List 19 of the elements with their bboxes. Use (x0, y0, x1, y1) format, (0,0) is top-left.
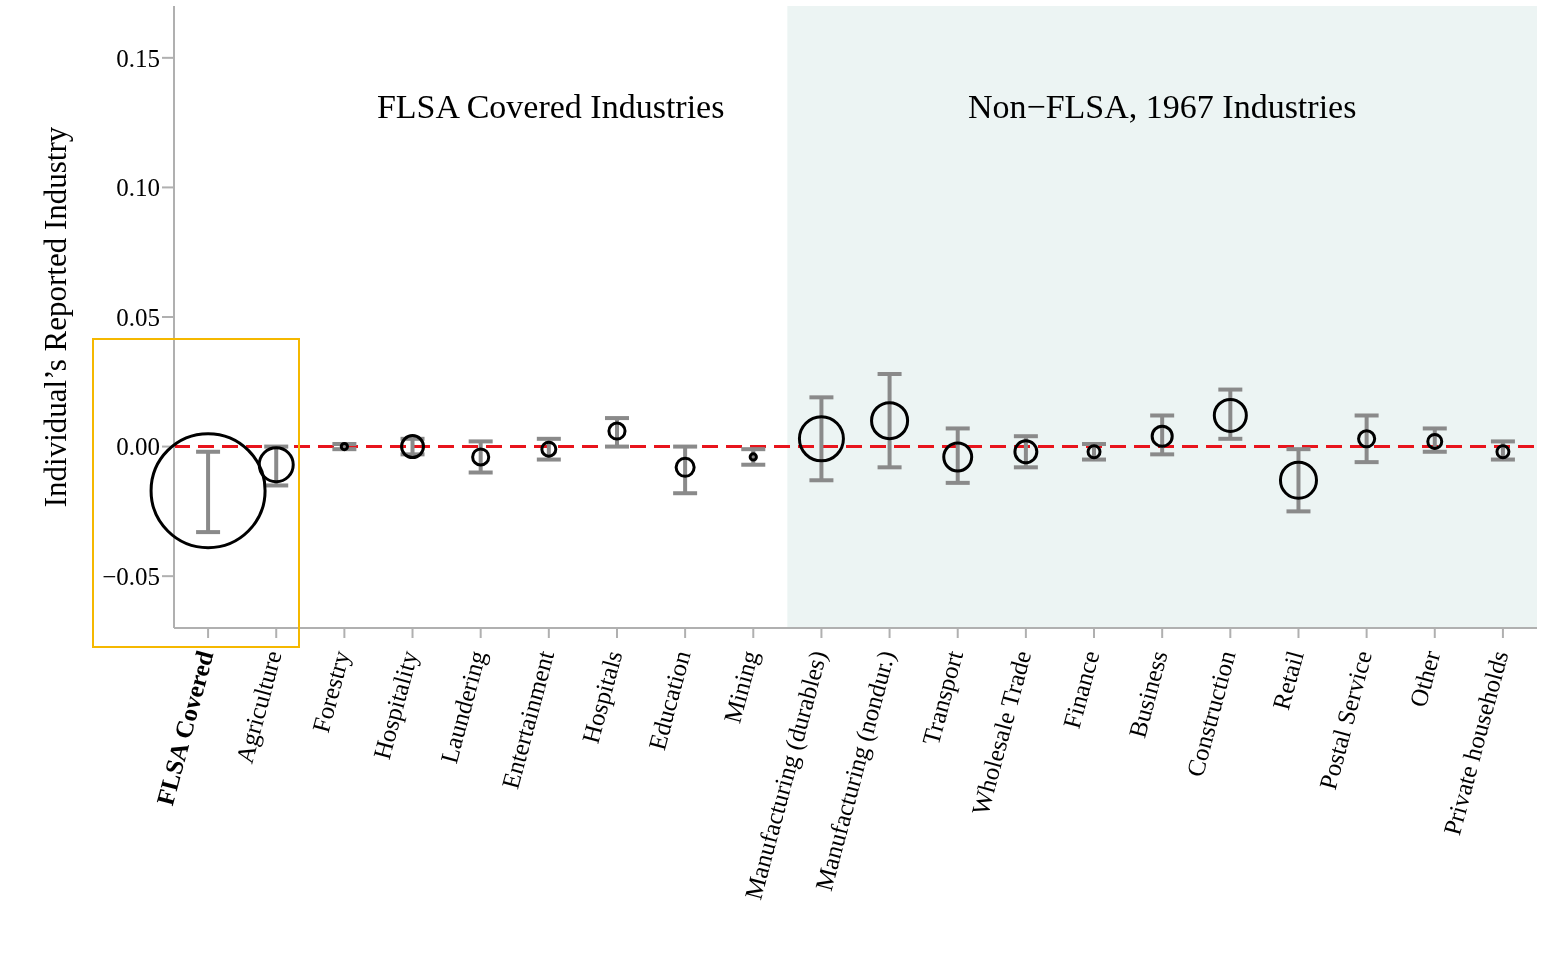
x-tick-label: Hospitals (576, 647, 628, 747)
x-tick-label: Forestry (307, 647, 355, 736)
y-tick-label: −0.05 (102, 563, 160, 591)
y-tick-label: 0.15 (116, 44, 160, 72)
y-tick-label: 0.00 (116, 433, 160, 461)
x-tick-label: Education (643, 647, 696, 753)
x-tick-label: Other (1404, 647, 1446, 710)
annotation: FLSA Covered Industries (375, 88, 726, 126)
x-tick-label: Transport (917, 647, 969, 748)
x-tick-label: FLSA Covered (151, 647, 219, 808)
y-tick-label: 0.10 (116, 174, 160, 202)
x-tick-label: Postal Service (1314, 647, 1377, 793)
annotation: Non−FLSA, 1967 Industries (966, 88, 1358, 126)
x-tick-label: Business (1123, 647, 1173, 741)
x-tick-label: Mining (718, 647, 764, 726)
x-tick-label: Retail (1267, 647, 1309, 713)
x-tick-label: Finance (1057, 647, 1105, 732)
y-tick-label: 0.05 (116, 303, 160, 331)
y-axis-title: Individual’s Reported Industry (38, 126, 74, 508)
